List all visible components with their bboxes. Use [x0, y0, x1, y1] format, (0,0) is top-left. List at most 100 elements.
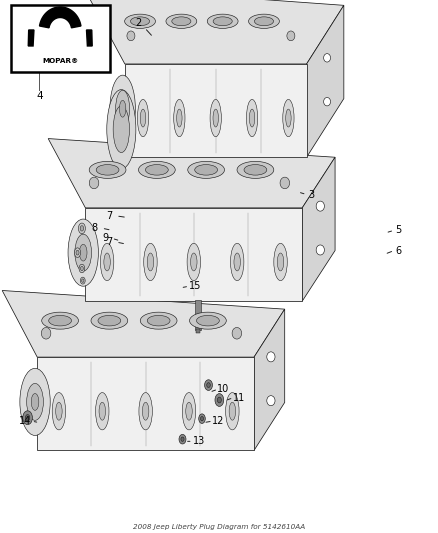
- Ellipse shape: [249, 109, 255, 127]
- Ellipse shape: [99, 402, 106, 420]
- Ellipse shape: [138, 161, 175, 179]
- Text: 11: 11: [233, 393, 245, 402]
- Ellipse shape: [27, 383, 43, 421]
- Bar: [195, 300, 201, 330]
- Circle shape: [324, 54, 331, 62]
- Polygon shape: [2, 290, 285, 357]
- Ellipse shape: [31, 393, 39, 410]
- Ellipse shape: [80, 225, 84, 231]
- Ellipse shape: [110, 75, 135, 142]
- Text: 4: 4: [36, 91, 43, 101]
- Ellipse shape: [217, 397, 221, 403]
- Ellipse shape: [277, 253, 284, 271]
- Ellipse shape: [140, 109, 146, 127]
- Ellipse shape: [98, 316, 121, 326]
- Ellipse shape: [76, 250, 79, 255]
- Ellipse shape: [96, 165, 119, 175]
- Ellipse shape: [254, 17, 274, 26]
- Ellipse shape: [213, 17, 232, 26]
- Ellipse shape: [201, 416, 204, 421]
- Ellipse shape: [125, 14, 155, 28]
- Ellipse shape: [56, 402, 62, 420]
- Circle shape: [267, 352, 275, 362]
- Ellipse shape: [187, 244, 201, 281]
- Circle shape: [267, 395, 275, 406]
- Ellipse shape: [213, 109, 219, 127]
- Polygon shape: [37, 357, 254, 450]
- Text: MOPAR®: MOPAR®: [42, 58, 78, 63]
- Circle shape: [127, 31, 135, 41]
- Polygon shape: [302, 157, 335, 301]
- Ellipse shape: [107, 90, 136, 169]
- Ellipse shape: [142, 402, 149, 420]
- Ellipse shape: [234, 253, 240, 271]
- Ellipse shape: [89, 161, 126, 179]
- Ellipse shape: [145, 165, 168, 175]
- Polygon shape: [307, 5, 344, 157]
- Text: 2: 2: [135, 18, 141, 28]
- Ellipse shape: [116, 90, 130, 127]
- Ellipse shape: [79, 244, 87, 261]
- Text: 5: 5: [396, 225, 402, 235]
- Ellipse shape: [49, 316, 71, 326]
- Ellipse shape: [74, 248, 81, 257]
- Ellipse shape: [186, 402, 192, 420]
- Ellipse shape: [215, 393, 224, 407]
- Ellipse shape: [172, 17, 191, 26]
- Bar: [196, 329, 200, 333]
- Ellipse shape: [95, 392, 109, 430]
- Ellipse shape: [229, 402, 236, 420]
- Polygon shape: [48, 139, 335, 208]
- Text: 8: 8: [91, 223, 97, 233]
- Ellipse shape: [179, 434, 186, 444]
- Polygon shape: [39, 7, 81, 28]
- Ellipse shape: [199, 414, 205, 423]
- Ellipse shape: [81, 266, 83, 271]
- Text: 14: 14: [19, 416, 32, 426]
- Ellipse shape: [42, 312, 78, 329]
- Text: 15: 15: [189, 281, 201, 291]
- Ellipse shape: [144, 244, 157, 281]
- Ellipse shape: [138, 100, 148, 136]
- Ellipse shape: [190, 312, 226, 329]
- Text: 13: 13: [193, 437, 205, 446]
- Ellipse shape: [20, 368, 50, 435]
- Text: 6: 6: [396, 246, 402, 255]
- Ellipse shape: [207, 14, 238, 28]
- Ellipse shape: [174, 100, 185, 136]
- Ellipse shape: [191, 253, 197, 271]
- Ellipse shape: [197, 316, 219, 326]
- Circle shape: [89, 177, 99, 189]
- Text: 12: 12: [212, 416, 224, 426]
- Ellipse shape: [207, 383, 210, 387]
- Text: 2008 Jeep Liberty Plug Diagram for 5142610AA: 2008 Jeep Liberty Plug Diagram for 51426…: [133, 524, 305, 530]
- Ellipse shape: [100, 244, 114, 281]
- Ellipse shape: [81, 279, 84, 282]
- Ellipse shape: [195, 165, 218, 175]
- Ellipse shape: [237, 161, 274, 179]
- Ellipse shape: [226, 392, 239, 430]
- Circle shape: [316, 245, 325, 255]
- Ellipse shape: [52, 392, 66, 430]
- Ellipse shape: [25, 415, 30, 421]
- Ellipse shape: [139, 392, 152, 430]
- Polygon shape: [254, 309, 285, 450]
- Polygon shape: [28, 30, 34, 46]
- Polygon shape: [86, 30, 92, 46]
- Ellipse shape: [79, 264, 85, 273]
- Ellipse shape: [147, 253, 154, 271]
- Ellipse shape: [244, 165, 267, 175]
- Ellipse shape: [286, 109, 291, 127]
- Ellipse shape: [78, 223, 85, 233]
- Ellipse shape: [120, 100, 126, 117]
- Ellipse shape: [147, 316, 170, 326]
- Circle shape: [324, 98, 331, 106]
- Ellipse shape: [182, 392, 196, 430]
- Ellipse shape: [188, 161, 225, 179]
- Circle shape: [280, 177, 290, 189]
- Text: 9: 9: [102, 233, 108, 243]
- Text: 7: 7: [106, 237, 113, 247]
- Ellipse shape: [274, 244, 287, 281]
- FancyBboxPatch shape: [11, 5, 110, 72]
- Ellipse shape: [75, 234, 92, 271]
